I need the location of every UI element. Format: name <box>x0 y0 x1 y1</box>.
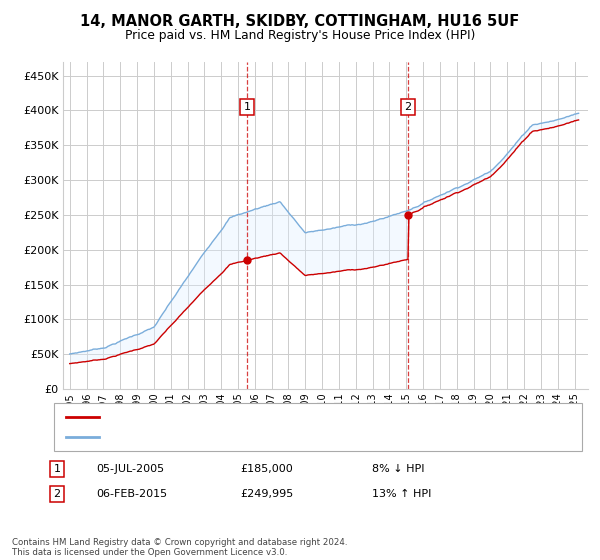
Text: 2: 2 <box>53 489 61 499</box>
Text: £249,995: £249,995 <box>240 489 293 499</box>
Text: 1: 1 <box>53 464 61 474</box>
Text: Price paid vs. HM Land Registry's House Price Index (HPI): Price paid vs. HM Land Registry's House … <box>125 29 475 42</box>
Text: Contains HM Land Registry data © Crown copyright and database right 2024.
This d: Contains HM Land Registry data © Crown c… <box>12 538 347 557</box>
Text: 2: 2 <box>404 102 412 112</box>
Text: 14, MANOR GARTH, SKIDBY, COTTINGHAM, HU16 5UF (detached house): 14, MANOR GARTH, SKIDBY, COTTINGHAM, HU1… <box>103 412 475 422</box>
Text: 13% ↑ HPI: 13% ↑ HPI <box>372 489 431 499</box>
Text: 14, MANOR GARTH, SKIDBY, COTTINGHAM, HU16 5UF: 14, MANOR GARTH, SKIDBY, COTTINGHAM, HU1… <box>80 14 520 29</box>
Text: 05-JUL-2005: 05-JUL-2005 <box>96 464 164 474</box>
Text: HPI: Average price, detached house, East Riding of Yorkshire: HPI: Average price, detached house, East… <box>103 432 419 442</box>
Text: 8% ↓ HPI: 8% ↓ HPI <box>372 464 425 474</box>
Text: £185,000: £185,000 <box>240 464 293 474</box>
Text: 06-FEB-2015: 06-FEB-2015 <box>96 489 167 499</box>
Text: 1: 1 <box>244 102 251 112</box>
